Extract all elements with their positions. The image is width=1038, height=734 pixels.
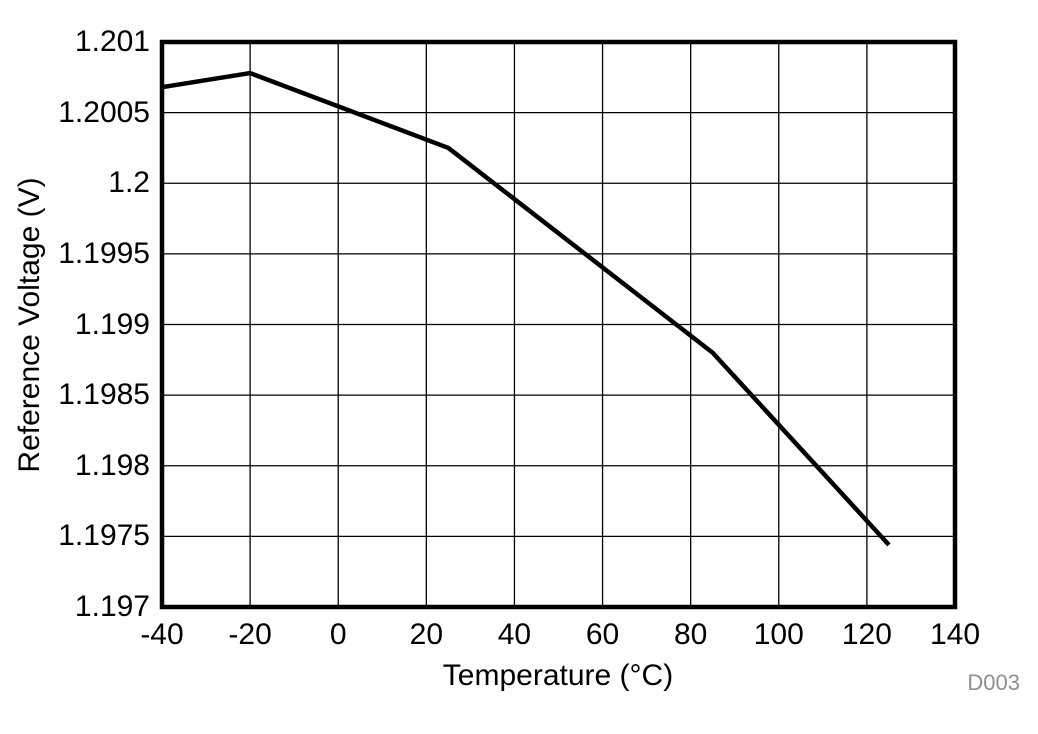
figure-id-label: D003 xyxy=(967,670,1020,695)
x-tick-label: 60 xyxy=(585,618,620,651)
x-tick-label: 0 xyxy=(329,618,347,651)
y-tick-label: 1.1975 xyxy=(58,519,150,553)
x-tick-label: 120 xyxy=(841,618,892,651)
y-tick-label: 1.197 xyxy=(74,590,150,623)
y-tick-label: 1.2005 xyxy=(58,95,150,129)
x-tick-label: -20 xyxy=(228,618,272,651)
plot-border xyxy=(159,39,958,610)
x-tick-label: 100 xyxy=(753,618,804,651)
x-tick-label: 40 xyxy=(497,618,532,651)
y-tick-label: 1.1995 xyxy=(58,236,150,270)
x-axis-title: Temperature (°C) xyxy=(442,659,674,692)
y-tick-label: 1.198 xyxy=(74,448,150,482)
y-tick-label: 1.2 xyxy=(108,166,150,200)
x-tick-label: 80 xyxy=(673,618,708,651)
y-tick-label: 1.199 xyxy=(74,307,150,341)
y-axis-title: Reference Voltage (V) xyxy=(13,177,46,473)
x-tick-label: -40 xyxy=(140,618,184,651)
y-tick-label: 1.1985 xyxy=(58,378,150,412)
x-tick-label: 20 xyxy=(409,618,444,651)
data-line xyxy=(161,70,891,547)
y-tick-label: 1.201 xyxy=(74,25,150,58)
x-tick-label: 140 xyxy=(929,618,981,651)
